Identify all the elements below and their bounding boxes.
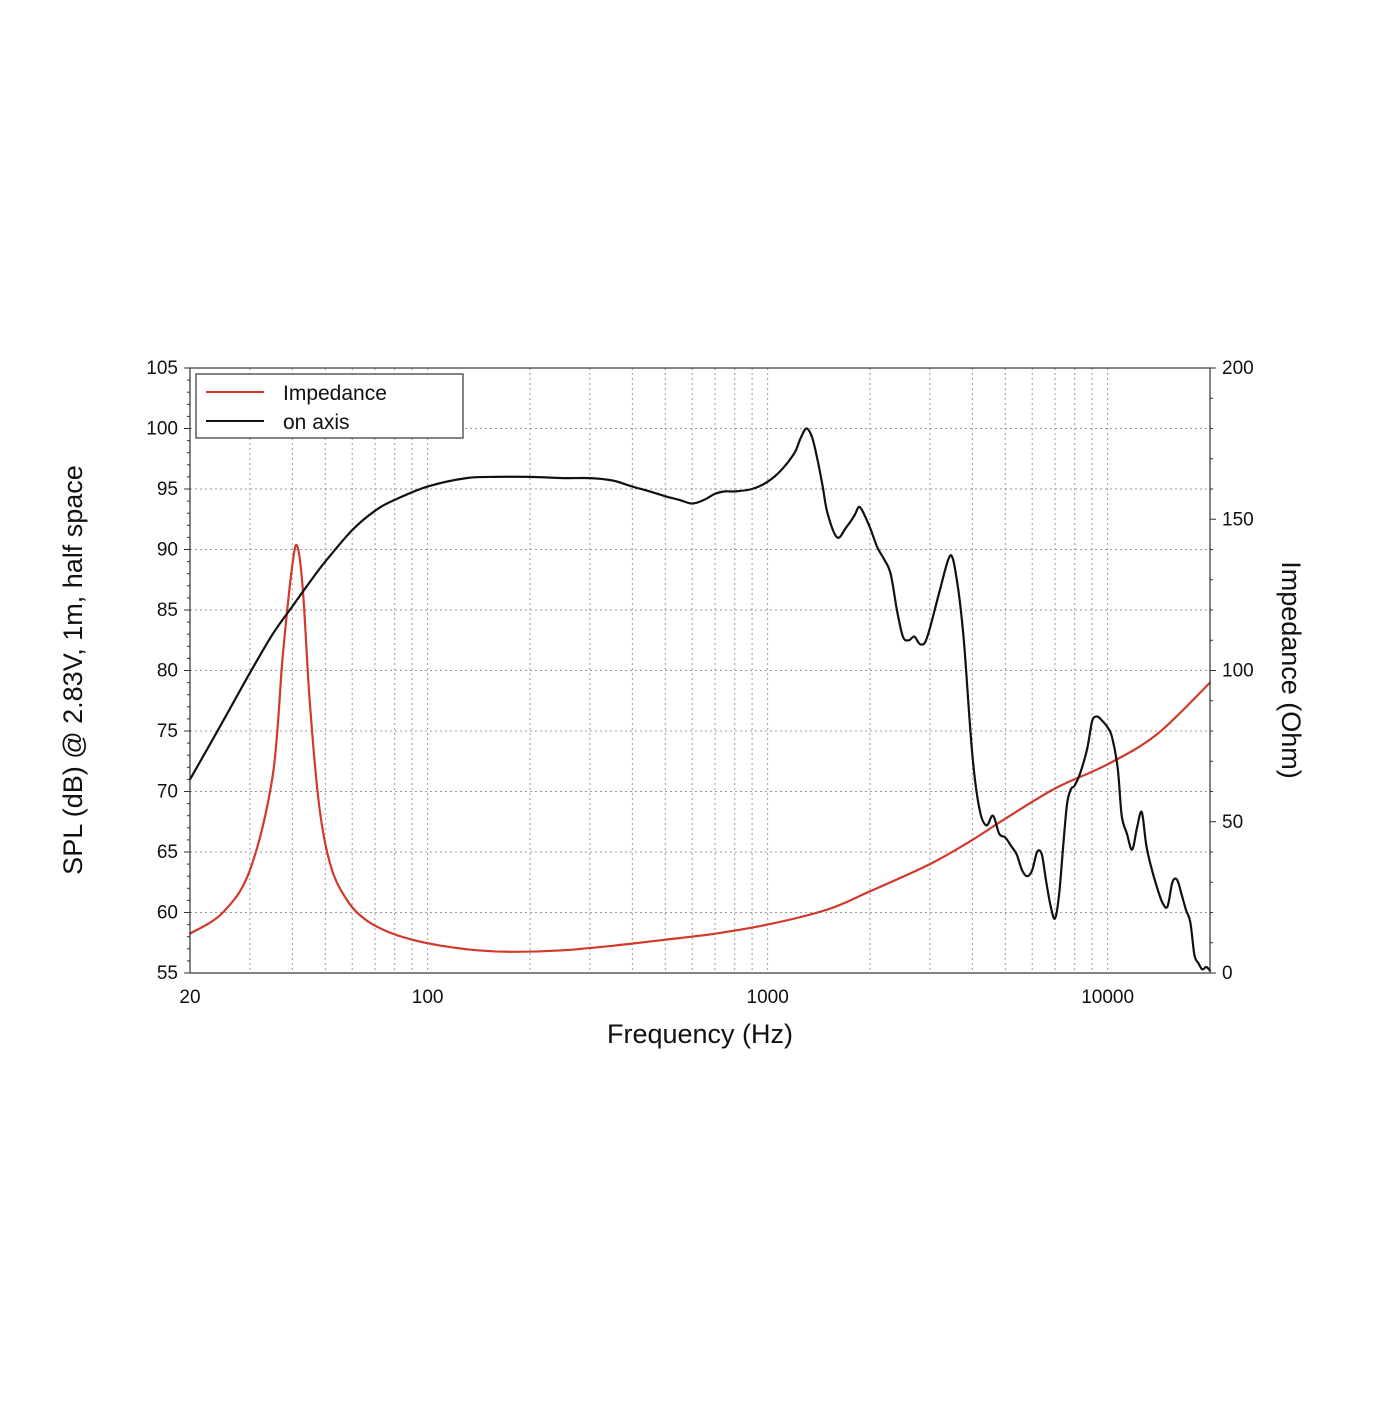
y-tick-label: 95 <box>157 479 178 500</box>
x-tick-label: 1000 <box>747 987 789 1008</box>
series-line-impedance <box>188 543 1212 953</box>
y-tick-label: 55 <box>157 963 178 984</box>
x-tick-label: 100 <box>412 987 444 1008</box>
y-tick-label: 100 <box>146 419 178 440</box>
y-tick-label: 70 <box>157 782 178 803</box>
y-axis-title: SPL (dB) @ 2.83V, 1m, half space <box>58 465 88 875</box>
legend-label-on-axis: on axis <box>283 411 350 434</box>
x-tick-label: 20 <box>179 987 200 1008</box>
y-tick-label: 75 <box>157 721 178 742</box>
series-layer <box>188 427 1212 972</box>
y2-tick-label: 50 <box>1222 812 1243 833</box>
legend-label-impedance: Impedance <box>283 382 387 405</box>
y-tick-label: 65 <box>157 842 178 863</box>
x-tick-label: 10000 <box>1081 987 1134 1008</box>
y-tick-label: 60 <box>157 903 178 924</box>
y2-tick-label: 150 <box>1222 509 1254 530</box>
y2-tick-label: 100 <box>1222 661 1254 682</box>
y-tick-label: 105 <box>146 358 178 379</box>
series-line-on-axis <box>188 427 1212 972</box>
legend: Impedance on axis <box>195 373 464 439</box>
y2-tick-label: 200 <box>1222 358 1254 379</box>
y-tick-label: 85 <box>157 600 178 621</box>
grid-layer <box>190 368 1210 973</box>
legend-box <box>195 373 464 439</box>
x-axis-title: Frequency (Hz) <box>607 1019 793 1049</box>
y-tick-label: 90 <box>157 540 178 561</box>
y-tick-label: 80 <box>157 661 178 682</box>
y2-tick-label: 0 <box>1222 963 1233 984</box>
y2-axis-title: Impedance (Ohm) <box>1276 561 1306 779</box>
ticks-layer: 55 60 65 70 75 80 85 90 95 100 105 0 50 100 150 200 20 10… <box>146 358 1253 1008</box>
